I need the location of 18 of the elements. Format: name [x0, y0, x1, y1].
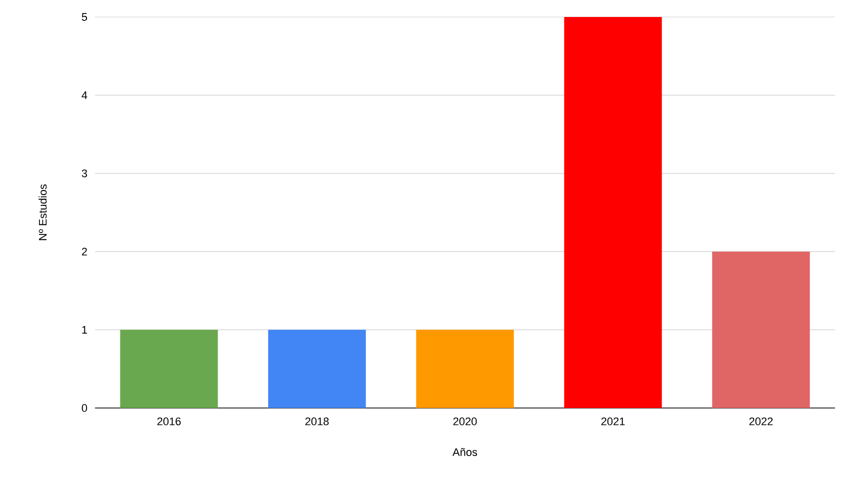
bar	[712, 252, 810, 408]
x-tick-label: 2022	[749, 418, 773, 426]
x-axis-title: Años	[452, 448, 478, 456]
y-tick-label: 5	[82, 13, 88, 21]
x-tick-label: 2021	[601, 418, 625, 426]
y-tick-label: 1	[82, 326, 87, 334]
y-tick-label: 4	[82, 91, 88, 99]
y-tick-label: 0	[82, 404, 88, 412]
y-tick-label: 2	[82, 248, 87, 256]
y-axis-title: Nº Estudios	[38, 184, 47, 240]
x-tick-label: 2018	[305, 418, 329, 426]
bar	[416, 330, 514, 408]
x-tick-label: 2020	[453, 418, 477, 426]
x-tick-label: 2016	[157, 418, 181, 426]
bar	[268, 330, 366, 408]
bar	[564, 16, 662, 408]
y-tick-label: 3	[82, 170, 88, 178]
bar	[120, 330, 218, 408]
